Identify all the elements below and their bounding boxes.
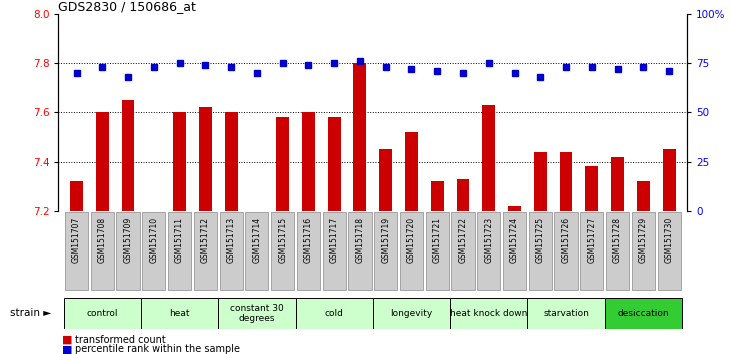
Text: GDS2830 / 150686_at: GDS2830 / 150686_at <box>58 0 197 13</box>
Text: GSM151718: GSM151718 <box>355 217 365 263</box>
Bar <box>194 212 217 290</box>
Bar <box>322 212 346 290</box>
Bar <box>373 298 450 329</box>
Bar <box>586 166 598 211</box>
Bar <box>143 212 165 290</box>
Text: transformed count: transformed count <box>75 335 165 345</box>
Bar <box>560 152 572 211</box>
Bar <box>663 149 675 211</box>
Bar <box>295 298 373 329</box>
Text: GSM151728: GSM151728 <box>613 217 622 263</box>
Text: strain ►: strain ► <box>10 308 51 318</box>
Bar <box>527 298 605 329</box>
Text: percentile rank within the sample: percentile rank within the sample <box>75 344 240 354</box>
Bar <box>400 212 423 290</box>
Text: GSM151709: GSM151709 <box>124 217 132 263</box>
Bar <box>65 212 88 290</box>
Bar <box>354 63 366 211</box>
Text: GSM151711: GSM151711 <box>175 217 184 263</box>
Text: GSM151722: GSM151722 <box>458 217 468 263</box>
Bar <box>606 212 629 290</box>
Bar <box>482 105 495 211</box>
Bar <box>508 206 521 211</box>
Bar <box>349 212 371 290</box>
Text: starvation: starvation <box>543 309 589 318</box>
Bar <box>605 298 682 329</box>
Text: heat: heat <box>170 309 190 318</box>
Bar <box>657 212 681 290</box>
Text: GSM151719: GSM151719 <box>381 217 390 263</box>
Bar <box>379 149 392 211</box>
Bar <box>302 113 315 211</box>
Text: GSM151729: GSM151729 <box>639 217 648 263</box>
Bar <box>637 181 650 211</box>
Bar <box>529 212 552 290</box>
Bar <box>199 108 212 211</box>
Text: GSM151720: GSM151720 <box>407 217 416 263</box>
Bar <box>64 298 141 329</box>
Text: GSM151713: GSM151713 <box>227 217 235 263</box>
Text: GSM151715: GSM151715 <box>278 217 287 263</box>
Bar <box>450 298 527 329</box>
Text: constant 30
degrees: constant 30 degrees <box>230 304 284 323</box>
Bar <box>141 298 219 329</box>
Bar <box>580 212 603 290</box>
Bar <box>246 212 268 290</box>
Text: control: control <box>86 309 118 318</box>
Bar <box>632 212 655 290</box>
Bar <box>452 212 474 290</box>
Bar <box>219 298 295 329</box>
Text: GSM151717: GSM151717 <box>330 217 338 263</box>
Text: GSM151723: GSM151723 <box>484 217 493 263</box>
Text: GSM151726: GSM151726 <box>561 217 571 263</box>
Bar <box>405 132 418 211</box>
Bar <box>121 100 135 211</box>
Text: GSM151710: GSM151710 <box>149 217 159 263</box>
Text: desiccation: desiccation <box>618 309 669 318</box>
Bar <box>327 117 341 211</box>
Bar <box>173 113 186 211</box>
Text: ■: ■ <box>62 344 72 354</box>
Text: GSM151724: GSM151724 <box>510 217 519 263</box>
Text: GSM151714: GSM151714 <box>252 217 262 263</box>
Text: GSM151730: GSM151730 <box>664 217 673 263</box>
Bar <box>271 212 294 290</box>
Bar <box>219 212 243 290</box>
Bar <box>96 113 109 211</box>
Bar <box>611 156 624 211</box>
Bar <box>168 212 192 290</box>
Bar <box>477 212 500 290</box>
Bar <box>503 212 526 290</box>
Text: GSM151721: GSM151721 <box>433 217 442 263</box>
Text: GSM151725: GSM151725 <box>536 217 545 263</box>
Text: GSM151712: GSM151712 <box>201 217 210 263</box>
Bar <box>554 212 577 290</box>
Bar <box>534 152 547 211</box>
Text: cold: cold <box>325 309 344 318</box>
Text: longevity: longevity <box>390 309 433 318</box>
Bar <box>425 212 449 290</box>
Text: GSM151716: GSM151716 <box>304 217 313 263</box>
Bar <box>224 113 238 211</box>
Bar <box>70 181 83 211</box>
Text: GSM151708: GSM151708 <box>98 217 107 263</box>
Text: GSM151707: GSM151707 <box>72 217 81 263</box>
Bar <box>116 212 140 290</box>
Text: GSM151727: GSM151727 <box>587 217 596 263</box>
Text: ■: ■ <box>62 335 72 345</box>
Bar <box>374 212 397 290</box>
Bar <box>276 117 289 211</box>
Bar <box>457 179 469 211</box>
Bar <box>91 212 114 290</box>
Bar <box>431 181 444 211</box>
Bar <box>297 212 320 290</box>
Text: heat knock down: heat knock down <box>450 309 528 318</box>
